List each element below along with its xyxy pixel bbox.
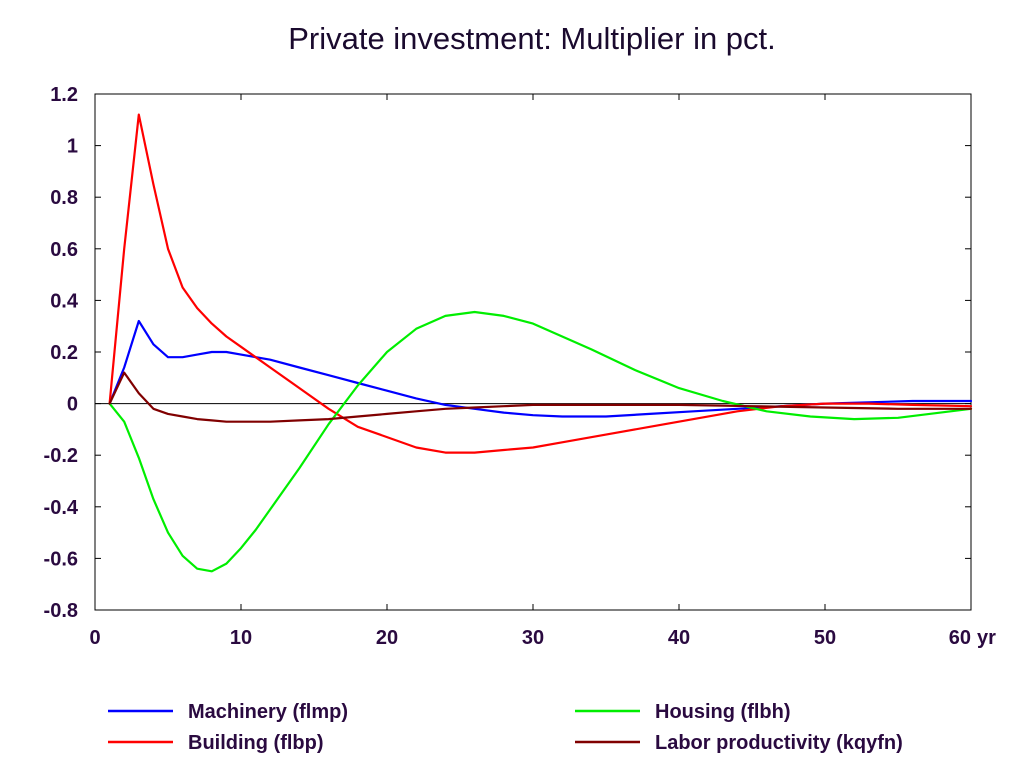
y-tick-label: 1.2 <box>50 84 78 106</box>
y-tick-label: -0.6 <box>44 548 78 570</box>
series-line-2 <box>108 113 973 454</box>
legend-label: Housing (flbh) <box>655 701 791 723</box>
legend-label: Labor productivity (kqyfn) <box>655 732 903 754</box>
x-tick-label: 30 <box>522 627 544 649</box>
x-tick-label: 60 <box>949 627 971 649</box>
y-tick-label: -0.8 <box>44 600 78 622</box>
y-tick-label: -0.4 <box>44 497 79 519</box>
x-unit-label: yr <box>977 627 996 649</box>
y-tick-label: 0.2 <box>50 342 78 364</box>
y-tick-label: 0.6 <box>50 239 78 261</box>
y-tick-label: 0.8 <box>50 187 78 209</box>
x-tick-label: 50 <box>814 627 836 649</box>
x-tick-label: 0 <box>89 627 100 649</box>
series-line-4 <box>108 371 973 423</box>
legend: Machinery (flmp) Building (flbp) Housing (… <box>108 701 903 754</box>
legend-label: Machinery (flmp) <box>188 701 348 723</box>
x-tick-label: 10 <box>230 627 252 649</box>
y-tick-label: 1 <box>67 136 78 158</box>
series-line-3 <box>108 310 973 573</box>
x-axis: 0 10 20 30 40 50 60 yr <box>89 94 996 649</box>
x-tick-label: 20 <box>376 627 398 649</box>
y-tick-label: 0 <box>67 394 78 416</box>
y-axis: 1.2 1 0.8 0.6 0.4 0.2 0 -0.2 -0.4 -0.6 -0.8 <box>44 84 971 622</box>
x-tick-label: 40 <box>668 627 690 649</box>
series-line-1 <box>108 319 973 418</box>
chart-title: Private investment: Multiplier in pct. <box>288 21 776 56</box>
y-tick-label: 0.4 <box>50 290 79 312</box>
legend-label: Building (flbp) <box>188 732 324 754</box>
series-lines <box>108 113 973 573</box>
y-tick-label: -0.2 <box>44 445 78 467</box>
